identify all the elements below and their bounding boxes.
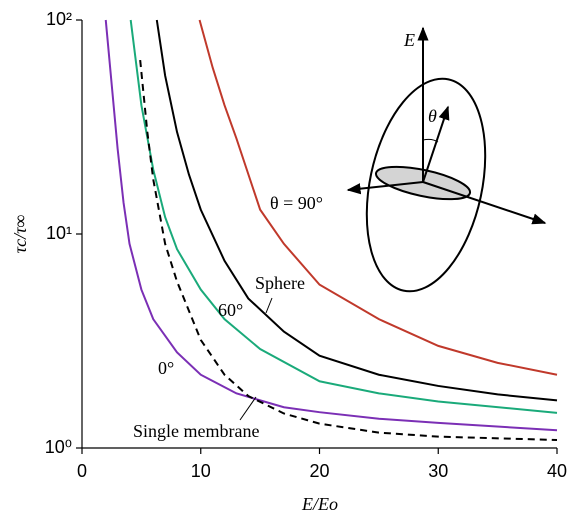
angle-label: θ	[428, 106, 437, 126]
leader-line	[239, 396, 257, 421]
series-line	[198, 19, 558, 376]
series-label: θ = 90°	[270, 193, 323, 213]
x-tick-label: 20	[309, 461, 329, 481]
y-tick-label: 10²	[46, 9, 72, 29]
series-line	[104, 19, 558, 432]
x-axis-label: E/Eo	[301, 494, 338, 514]
leader-line	[265, 297, 273, 314]
series-line	[155, 19, 558, 402]
series-label: Single membrane	[133, 421, 259, 441]
x-tick-label: 30	[428, 461, 448, 481]
series-label: 60°	[218, 300, 243, 320]
x-tick-label: 0	[77, 461, 87, 481]
series-label: 0°	[158, 358, 174, 378]
y-tick-label: 10⁰	[45, 437, 72, 457]
x-tick-label: 40	[547, 461, 567, 481]
axes	[81, 20, 557, 449]
x-tick-label: 10	[191, 461, 211, 481]
orientation-diagram: E θ	[346, 26, 547, 293]
field-label: E	[403, 30, 415, 50]
series-label: Sphere	[255, 273, 305, 293]
y-tick-label: 10¹	[46, 223, 72, 243]
series-line	[139, 59, 558, 441]
series-line	[129, 19, 558, 414]
y-axis-label: τc/τ∞	[10, 215, 30, 254]
